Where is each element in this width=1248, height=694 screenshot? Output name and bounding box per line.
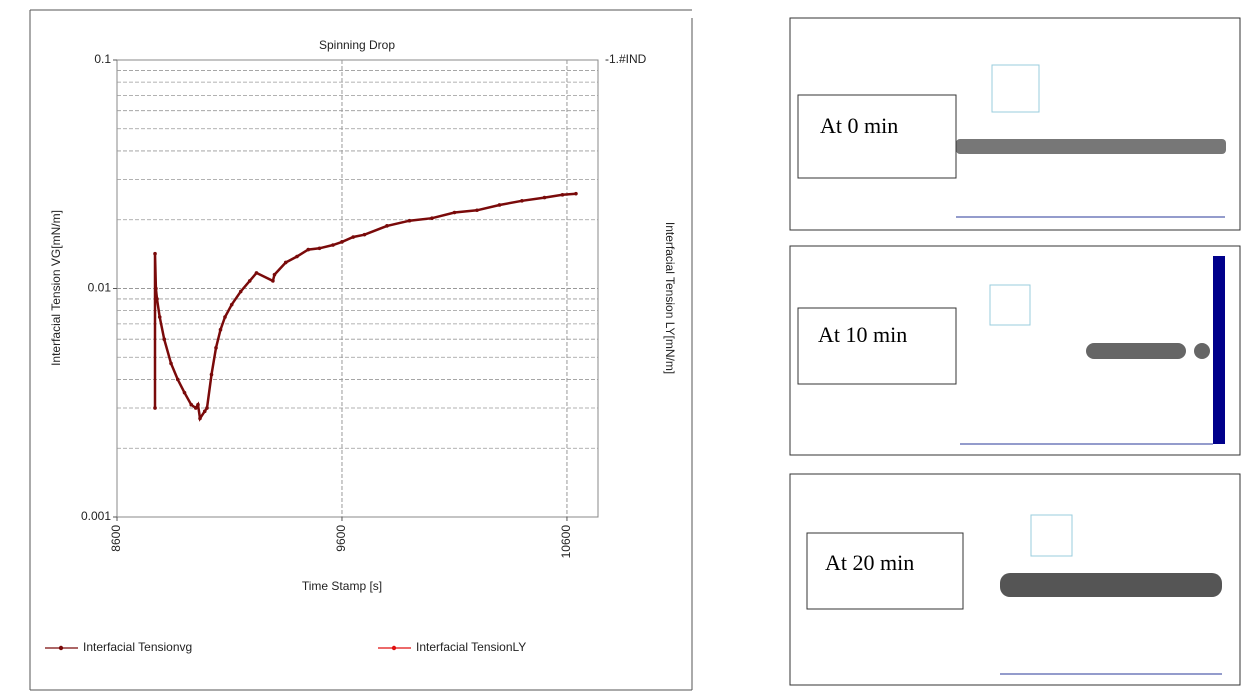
legend-label: Interfacial Tensionvg bbox=[83, 640, 192, 654]
y-tick-label: 0.01 bbox=[88, 281, 112, 295]
point bbox=[205, 406, 209, 410]
point bbox=[520, 198, 524, 203]
point bbox=[574, 191, 578, 196]
panel-label: At 20 min bbox=[825, 550, 914, 575]
legend-marker bbox=[58, 645, 64, 651]
point bbox=[452, 210, 457, 215]
point bbox=[254, 271, 259, 275]
point bbox=[155, 297, 159, 301]
point bbox=[385, 224, 389, 228]
y-tick-label: 0.001 bbox=[81, 509, 111, 523]
point bbox=[497, 203, 502, 207]
series-line bbox=[153, 192, 577, 422]
x-tick-label: 10600 bbox=[559, 525, 573, 559]
point bbox=[189, 402, 194, 407]
point bbox=[218, 327, 223, 332]
point bbox=[175, 377, 180, 382]
x-tick-label: 8600 bbox=[109, 525, 123, 552]
panel: At 0 min bbox=[789, 17, 1241, 231]
point bbox=[238, 289, 243, 294]
chart-title: Spinning Drop bbox=[319, 38, 395, 52]
point bbox=[317, 246, 322, 251]
point bbox=[153, 251, 157, 256]
point bbox=[475, 208, 479, 213]
panel: At 10 min bbox=[789, 245, 1241, 456]
point bbox=[193, 406, 198, 410]
point bbox=[169, 361, 173, 366]
panel: At 20 min bbox=[789, 473, 1241, 686]
point bbox=[214, 346, 218, 350]
panel-label: At 10 min bbox=[818, 322, 907, 347]
point bbox=[182, 390, 187, 395]
point bbox=[283, 260, 288, 265]
x-tick-label: 9600 bbox=[334, 525, 348, 552]
point bbox=[247, 279, 252, 283]
point bbox=[542, 195, 547, 200]
point bbox=[154, 286, 158, 291]
point bbox=[153, 406, 157, 410]
point bbox=[430, 216, 434, 221]
chart: 0.001 0.01 0.1 8600 9600 10600 Interfacial Ten… bbox=[45, 52, 598, 654]
y2-top-label: -1.#IND bbox=[605, 52, 647, 66]
point bbox=[295, 254, 299, 259]
point bbox=[560, 193, 565, 197]
y-tick-label: 0.1 bbox=[94, 52, 111, 66]
y-axis-title: Interfacial Tension VG[mN/m] bbox=[49, 210, 63, 366]
point bbox=[340, 240, 344, 244]
point bbox=[271, 279, 275, 283]
point bbox=[223, 315, 227, 319]
point bbox=[272, 272, 277, 277]
point bbox=[196, 402, 200, 407]
point bbox=[407, 218, 412, 223]
y2-axis-title: Interfacial Tension LY[mN/m] bbox=[663, 222, 677, 374]
point bbox=[331, 243, 335, 247]
legend-marker bbox=[391, 645, 397, 651]
point bbox=[351, 235, 356, 239]
point bbox=[198, 416, 202, 421]
legend-label: Interfacial TensionLY bbox=[416, 640, 526, 654]
x-axis-title: Time Stamp [s] bbox=[302, 579, 382, 593]
point bbox=[202, 409, 207, 414]
point bbox=[229, 302, 234, 307]
panel-label: At 0 min bbox=[820, 113, 898, 138]
point bbox=[162, 337, 167, 341]
point bbox=[157, 315, 162, 319]
point bbox=[306, 247, 311, 252]
point bbox=[209, 372, 214, 377]
point bbox=[362, 232, 367, 237]
